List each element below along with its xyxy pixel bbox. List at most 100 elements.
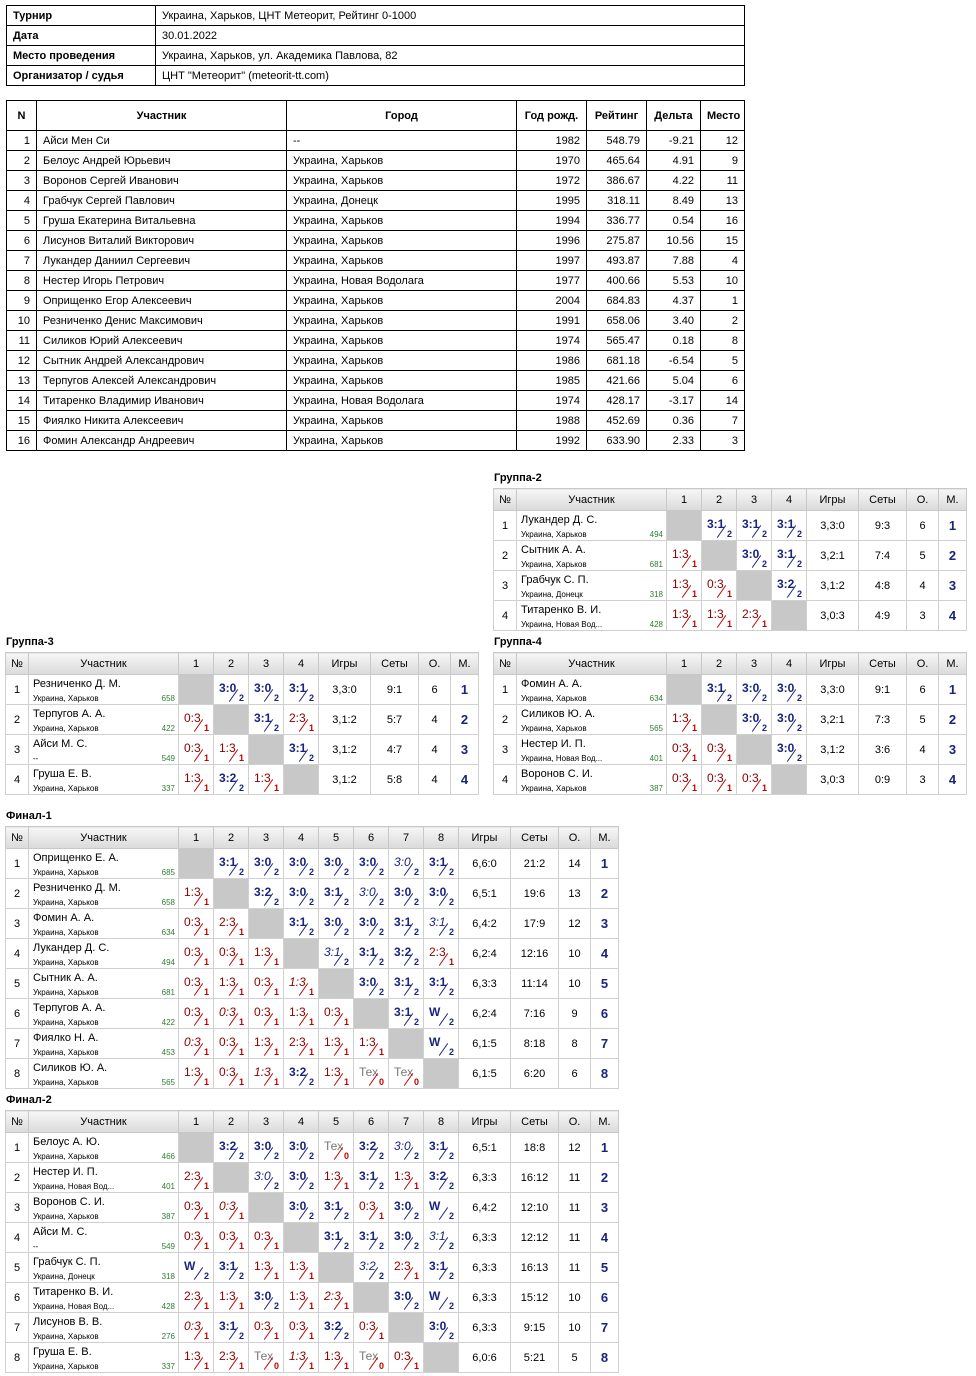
number: 5: [5, 968, 29, 999]
participant-row: 14 Титаренко Владимир Иванович Украина, Но…: [6, 390, 745, 411]
participant-row: 13 Терпугов Алексей Александрович Украина,…: [6, 370, 745, 391]
header-cell: Сеты: [510, 826, 559, 849]
result-cell: 3:0 2: [283, 1132, 319, 1163]
score: 3:1: [289, 915, 307, 929]
points: 10: [558, 1312, 591, 1343]
result: 0:3 1: [667, 735, 701, 764]
match-points: 1: [726, 619, 732, 629]
result-cell: 3:1 2: [423, 1132, 459, 1163]
player-city: Украина, Харьков: [33, 898, 99, 907]
score: 3:0: [742, 681, 760, 695]
cell: 2: [6, 150, 37, 171]
match-points: 1: [691, 589, 697, 599]
header-cell: 2: [701, 652, 737, 675]
score: 3:1: [429, 915, 446, 929]
points: 14: [558, 848, 591, 879]
result-cell: 3:0 2: [388, 878, 424, 909]
sets: 9:1: [858, 674, 907, 705]
header-row: № Участник 1 2 3 4 Игры Сеты О. М.: [493, 488, 967, 511]
match-points: 2: [238, 1151, 244, 1161]
cell: 7.88: [646, 250, 701, 271]
header-cell: Город: [286, 100, 517, 131]
score: 3:1: [429, 975, 447, 989]
result-cell: 3:1 2: [388, 968, 424, 999]
result-cell: 3:2 2: [213, 764, 249, 795]
match-points: 2: [378, 927, 384, 937]
player: Воронов С. И. Украина, Харьков 387: [29, 1193, 178, 1222]
result: 2:3 1: [284, 1029, 318, 1058]
player-name: Нестер И. П.: [33, 1166, 98, 1178]
player-row: 1 Лукандер Д. С. Украина, Харьков 494 3:1 2 3:…: [493, 510, 967, 541]
score: 3:1: [254, 711, 272, 725]
score: 3:1: [359, 945, 377, 959]
sets: 0:9: [858, 764, 907, 795]
result: Тех 0: [354, 1059, 388, 1088]
info-row: Место проведения Украина, Харьков, ул. Ак…: [6, 45, 745, 66]
result-cell: 3:1 2: [701, 674, 737, 705]
result-cell: 3:1 2: [353, 1222, 389, 1253]
match-points: 2: [761, 559, 767, 569]
cell: Украина, Харьков: [286, 330, 517, 351]
match-points: 2: [413, 1301, 419, 1311]
result-cell: 1:3 1: [248, 1028, 284, 1059]
score: 0:3: [184, 741, 201, 755]
result-cell: 3:0 2: [283, 1192, 319, 1223]
number: 3: [5, 734, 29, 765]
header-cell: Участник: [28, 826, 179, 849]
result-cell: 3:0 2: [318, 908, 354, 939]
sets: 8:18: [510, 1028, 559, 1059]
result-cell: 0:3 1: [388, 1342, 424, 1373]
cell: Белоус Андрей Юрьевич: [36, 150, 287, 171]
diagonal-cell: [318, 968, 354, 999]
result: 0:3 1: [249, 1223, 283, 1252]
match-points: 2: [796, 589, 802, 599]
diagonal-cell: [423, 1342, 459, 1373]
match-points: 1: [273, 1047, 279, 1057]
score: 1:3: [219, 741, 236, 755]
header-cell: Год рожд.: [516, 100, 587, 131]
result: Тех 0: [389, 1059, 423, 1088]
match-points: 2: [308, 693, 314, 703]
score: 3:2: [359, 1139, 377, 1153]
match-points: 2: [273, 693, 279, 703]
score: 0:3: [254, 1229, 271, 1243]
result-cell: 3:2 2: [213, 1132, 249, 1163]
result: 2:3 1: [389, 1253, 423, 1282]
result: 0:3 1: [179, 1313, 213, 1342]
header-cell: №: [5, 1110, 29, 1133]
cell: 1: [700, 290, 745, 311]
player-rating: 685: [161, 868, 175, 877]
place: 6: [590, 998, 619, 1029]
result-cell: 3:1 2: [213, 848, 249, 879]
score: 2:3: [219, 1349, 236, 1363]
player-cell: Лисунов В. В. Украина, Харьков 276: [28, 1312, 179, 1343]
player: Воронов С. И. Украина, Харьков 387: [517, 765, 666, 794]
result: 1:3 1: [179, 879, 213, 908]
result-cell: 1:3 1: [666, 570, 702, 601]
number: 4: [493, 600, 517, 631]
cell: 16: [6, 430, 37, 451]
sets: 6:20: [510, 1058, 559, 1089]
diagonal-cell: [388, 1312, 424, 1343]
games: 6,3:3: [458, 1162, 511, 1193]
header-cell: 8: [423, 1110, 459, 1133]
cell: Украина, Новая Водолага: [286, 270, 517, 291]
player-name: Грабчук С. П.: [33, 1256, 101, 1268]
points: 6: [558, 1058, 591, 1089]
result-cell: 3:2 2: [423, 1162, 459, 1193]
cell: Нестер Игорь Петрович: [36, 270, 287, 291]
result: 1:3 1: [249, 1059, 283, 1088]
place: 5: [590, 968, 619, 999]
place: 3: [590, 908, 619, 939]
header-cell: Место: [700, 100, 745, 131]
player-cell: Груша Е. В. Украина, Харьков 337: [28, 1342, 179, 1373]
place: 8: [590, 1342, 619, 1373]
score: 1:3: [289, 1259, 306, 1273]
match-points: 1: [238, 957, 244, 967]
score: 1:3: [289, 1349, 306, 1363]
result: 3:2 2: [284, 1059, 318, 1088]
cell: 1974: [516, 330, 587, 351]
result: 0:3 1: [702, 765, 736, 794]
score: 3:0: [742, 547, 760, 561]
player-cell: Айси М. С. -- 549: [28, 1222, 179, 1253]
